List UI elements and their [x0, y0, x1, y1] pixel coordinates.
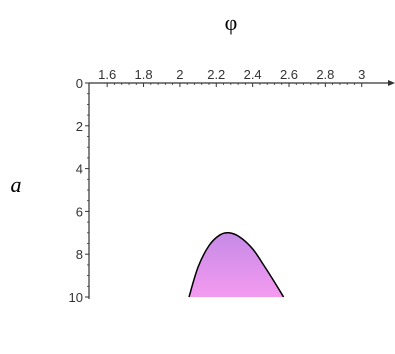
y-tick-label: 10	[69, 290, 83, 305]
x-tick-label: 1.6	[98, 67, 116, 82]
y-axis-title: a	[11, 172, 22, 197]
y-tick-label: 6	[76, 204, 83, 219]
y-tick-label: 4	[76, 162, 83, 177]
x-tick-label: 2.6	[280, 67, 298, 82]
y-ticks: 0 2 4 6 8 10	[69, 76, 89, 305]
x-tick-label: 2	[176, 67, 183, 82]
region-fill	[189, 232, 284, 297]
axes-layer	[88, 80, 395, 299]
x-tick-label: 2.8	[316, 67, 334, 82]
region-boundary-curve	[188, 231, 285, 298]
x-tick-label: 3	[358, 67, 365, 82]
x-axis-arrow	[388, 80, 395, 86]
x-tick-label: 2.4	[244, 67, 262, 82]
y-tick-label: 2	[76, 119, 83, 134]
x-axis-title: φ	[225, 10, 238, 35]
x-tick-label: 2.2	[207, 67, 225, 82]
y-tick-label: 8	[76, 247, 83, 262]
x-tick-label: 1.8	[135, 67, 153, 82]
region-layer	[188, 231, 285, 298]
y-tick-label: 0	[76, 76, 83, 91]
x-ticks: 1.6 1.8 2 2.2 2.4 2.6 2.8 3	[98, 67, 365, 87]
